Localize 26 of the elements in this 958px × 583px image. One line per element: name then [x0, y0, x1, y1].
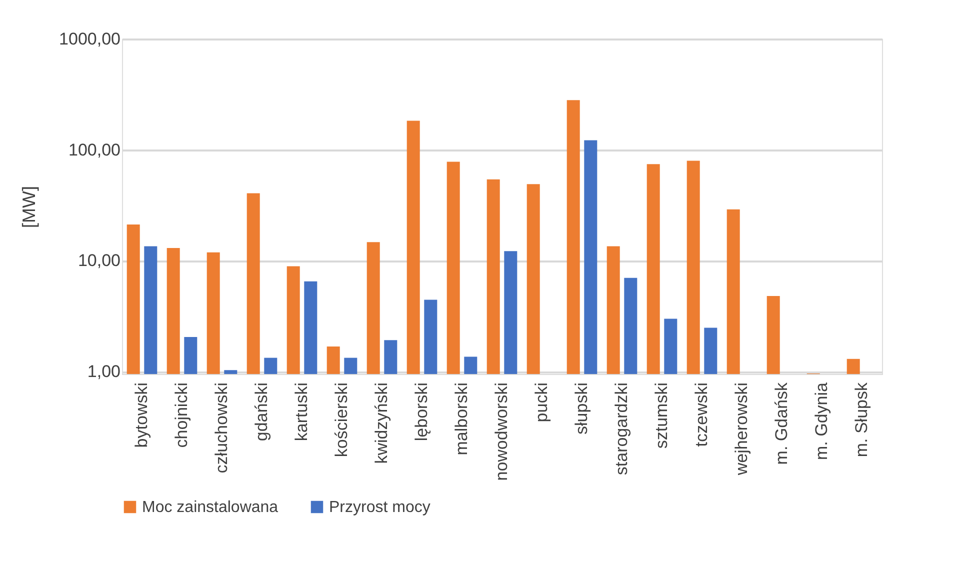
x-tick-label: sztumski — [652, 382, 671, 449]
x-tick-label: człuchowski — [212, 382, 231, 474]
x-tick-label: nowodworski — [492, 382, 511, 481]
x-tick-label: lęborski — [412, 382, 431, 442]
x-tick-label: kartuski — [292, 382, 311, 442]
x-tick-label: wejherowski — [732, 382, 751, 476]
x-tick-label: m. Gdynia — [812, 382, 831, 460]
x-tick-label: chojnicki — [172, 382, 191, 448]
x-tick-label: kościerski — [332, 382, 351, 458]
x-tick-label: m. Gdańsk — [772, 382, 791, 465]
y-tick-label: 1000,00 — [59, 30, 120, 48]
x-tick-label: tczewski — [692, 382, 711, 447]
x-tick-label: pucki — [532, 382, 551, 422]
x-tick-label: słupski — [572, 382, 591, 434]
legend-label: Przyrost mocy — [329, 499, 430, 516]
y-tick-label: 1,00 — [87, 362, 120, 382]
x-tick-label: starogardzki — [612, 382, 631, 476]
x-tick-label: gdański — [252, 382, 271, 442]
x-tick-label: bytowski — [132, 382, 151, 448]
x-tick-label: malborski — [452, 382, 471, 456]
x-tick-label: m. Słupsk — [852, 382, 871, 458]
y-tick-label: 100,00 — [68, 140, 120, 160]
y-tick-label: 10,00 — [78, 251, 120, 270]
y-axis-title: [MW] — [19, 186, 40, 228]
legend-label: Moc zainstalowana — [142, 499, 278, 516]
x-tick-label: kwidzyński — [372, 382, 391, 464]
